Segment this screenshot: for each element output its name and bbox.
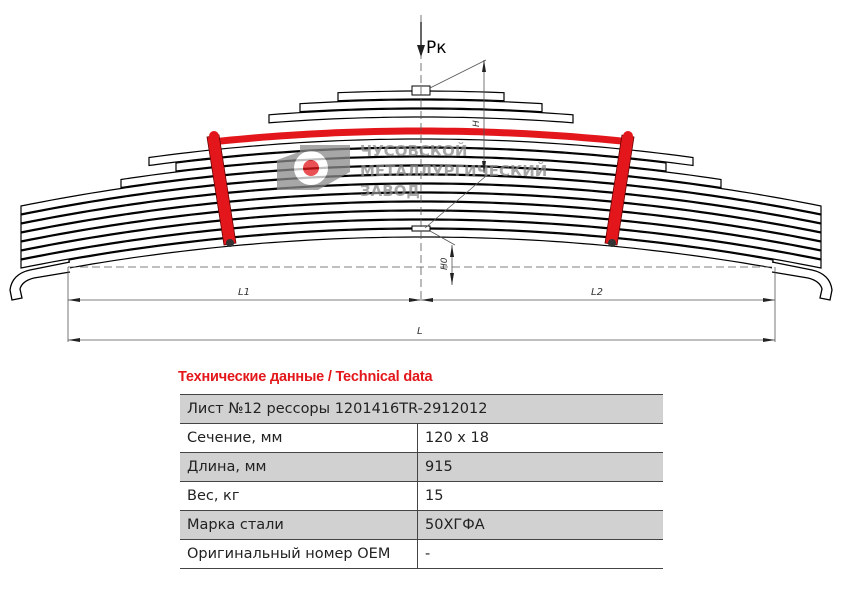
load-label: Pк [426, 38, 447, 58]
left-eye [9, 261, 71, 301]
right-clamp [604, 131, 635, 247]
spring-leaf [20, 219, 822, 269]
row-label: Сечение, мм [180, 423, 418, 453]
row-label: Вес, кг [180, 481, 418, 511]
l1-label: L1 [238, 287, 250, 298]
row-label: Оригинальный номер OEM [180, 539, 418, 569]
row-value: 50ХГФА [417, 510, 663, 540]
right-eye [771, 261, 833, 301]
l-label: L [417, 326, 423, 337]
logo: ЧУСОВСКОЙ МЕТАЛЛУРГИЧЕСКИЙ ЗАВОД [277, 141, 547, 200]
table-row: Вес, кг 15 [180, 481, 663, 511]
row-value: 915 [417, 452, 663, 482]
bolt-icon [226, 239, 234, 247]
logo-line-3: ЗАВОД [360, 182, 420, 200]
dimension-labels: Pк L1 L2 L H H0 [238, 38, 603, 337]
table-row: Сечение, мм 120 x 18 [180, 423, 663, 453]
row-value: 120 x 18 [417, 423, 663, 453]
highlighted-leaf [214, 127, 624, 146]
logo-line-1: ЧУСОВСКОЙ [360, 141, 467, 160]
h-label: H [472, 120, 482, 127]
h0-label: H0 [440, 257, 450, 270]
spring-leaf [337, 90, 505, 102]
table-row: Оригинальный номер OEM - [180, 539, 663, 569]
logo-line-2: МЕТАЛЛУРГИЧЕСКИЙ [360, 161, 547, 180]
left-clamp [206, 131, 237, 247]
table-row: Длина, мм 915 [180, 452, 663, 482]
technical-data-title: Технические данные / Technical data [178, 369, 433, 385]
row-label: Марка стали [180, 510, 418, 540]
clamps [206, 131, 635, 247]
table-header: Лист №12 рессоры 1201416TR-2912012 [180, 394, 663, 424]
row-value: 15 [417, 481, 663, 511]
row-value: - [417, 539, 663, 569]
technical-data-table: Лист №12 рессоры 1201416TR-2912012 Сечен… [180, 394, 663, 569]
dimension-arrows [68, 45, 775, 342]
table-header-row: Лист №12 рессоры 1201416TR-2912012 [180, 394, 663, 424]
row-label: Длина, мм [180, 452, 418, 482]
table-row: Марка стали 50ХГФА [180, 510, 663, 540]
load-arrow-icon [417, 45, 425, 57]
leaf-spring-drawing: ЧУСОВСКОЙ МЕТАЛЛУРГИЧЕСКИЙ ЗАВОД [9, 15, 833, 342]
spring-eyes [9, 261, 833, 301]
bolt-icon [608, 239, 616, 247]
l2-label: L2 [591, 287, 603, 298]
